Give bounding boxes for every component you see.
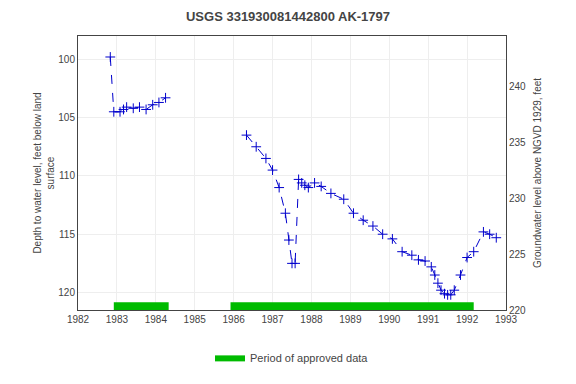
svg-text:235: 235 xyxy=(509,137,526,148)
svg-text:1983: 1983 xyxy=(106,314,129,325)
svg-text:240: 240 xyxy=(509,81,526,92)
svg-text:220: 220 xyxy=(509,305,526,316)
svg-text:1987: 1987 xyxy=(261,314,284,325)
svg-text:110: 110 xyxy=(59,170,75,181)
svg-text:1991: 1991 xyxy=(417,314,440,325)
svg-text:100: 100 xyxy=(58,54,75,65)
svg-text:1990: 1990 xyxy=(378,314,401,325)
svg-text:1986: 1986 xyxy=(223,314,246,325)
svg-text:1985: 1985 xyxy=(184,314,207,325)
svg-text:1984: 1984 xyxy=(145,314,168,325)
svg-text:1982: 1982 xyxy=(67,314,90,325)
svg-text:USGS 331930081442800 AK-1797: USGS 331930081442800 AK-1797 xyxy=(186,9,390,24)
svg-text:1989: 1989 xyxy=(339,314,362,325)
svg-text:105: 105 xyxy=(58,112,75,123)
svg-text:225: 225 xyxy=(509,249,526,260)
svg-text:Groundwater level above NGVD 1: Groundwater level above NGVD 1929, feet xyxy=(532,78,543,268)
svg-text:120: 120 xyxy=(58,287,75,298)
svg-text:Period of approved data: Period of approved data xyxy=(250,352,368,364)
svg-text:115: 115 xyxy=(59,229,75,240)
svg-text:1992: 1992 xyxy=(456,314,479,325)
svg-text:230: 230 xyxy=(509,193,526,204)
svg-text:Depth to water level, feet bel: Depth to water level, feet below landsur… xyxy=(32,92,56,253)
svg-text:1988: 1988 xyxy=(300,314,323,325)
svg-text:1993: 1993 xyxy=(495,314,518,325)
